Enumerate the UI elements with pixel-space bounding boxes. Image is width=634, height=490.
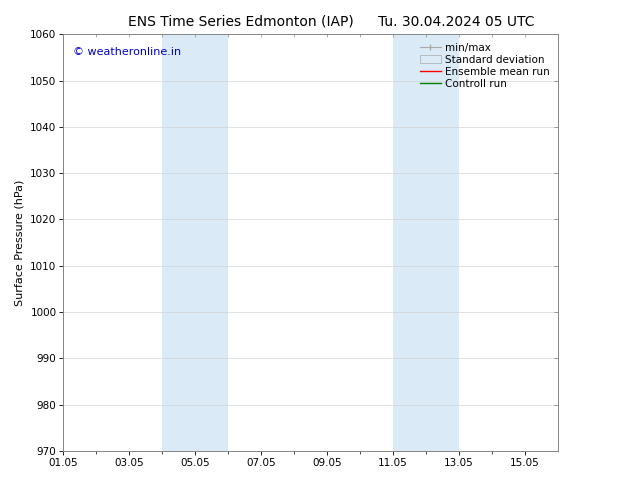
Bar (195, 34, 228, 451)
Legend: min/max, Standard deviation, Ensemble mean run, Controll run: min/max, Standard deviation, Ensemble me… (417, 40, 553, 92)
Bar (393, 34, 426, 451)
Text: Tu. 30.04.2024 05 UTC: Tu. 30.04.2024 05 UTC (378, 15, 534, 29)
Bar (426, 34, 459, 451)
Bar (162, 34, 195, 451)
Text: ENS Time Series Edmonton (IAP): ENS Time Series Edmonton (IAP) (128, 15, 354, 29)
Text: © weatheronline.in: © weatheronline.in (74, 47, 181, 57)
Y-axis label: Surface Pressure (hPa): Surface Pressure (hPa) (15, 179, 25, 306)
